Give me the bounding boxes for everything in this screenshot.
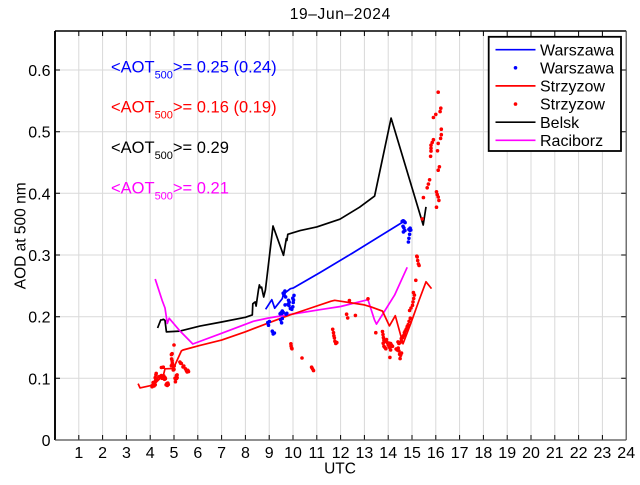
svg-text:20: 20 <box>522 445 540 462</box>
svg-text:8: 8 <box>241 445 250 462</box>
svg-text:15: 15 <box>403 445 421 462</box>
svg-text:1: 1 <box>74 445 83 462</box>
svg-text:<AOT500>= 0.29: <AOT500>= 0.29 <box>111 139 229 162</box>
svg-text:5: 5 <box>170 445 179 462</box>
svg-text:19: 19 <box>498 445 516 462</box>
svg-text:9: 9 <box>265 445 274 462</box>
svg-text:11: 11 <box>308 445 325 462</box>
svg-text:7: 7 <box>217 445 226 462</box>
svg-text:<AOT500>= 0.21: <AOT500>= 0.21 <box>111 180 229 203</box>
svg-text:<AOT500>= 0.25 (0.24): <AOT500>= 0.25 (0.24) <box>111 59 277 82</box>
svg-text:Warszawa: Warszawa <box>540 42 614 59</box>
svg-text:19–Jun–2024: 19–Jun–2024 <box>290 6 391 23</box>
svg-text:22: 22 <box>570 445 588 462</box>
svg-text:3: 3 <box>122 445 131 462</box>
svg-text:10: 10 <box>284 445 302 462</box>
svg-text:13: 13 <box>356 445 374 462</box>
svg-text:Warszawa: Warszawa <box>540 60 614 77</box>
svg-text:0.6: 0.6 <box>28 63 50 80</box>
svg-text:Strzyzow: Strzyzow <box>540 79 605 96</box>
svg-text:24: 24 <box>617 445 635 462</box>
svg-text:14: 14 <box>379 445 397 462</box>
svg-text:0.5: 0.5 <box>28 125 50 142</box>
svg-text:16: 16 <box>427 445 445 462</box>
svg-text:4: 4 <box>146 445 155 462</box>
svg-text:Strzyzow: Strzyzow <box>540 97 605 114</box>
svg-text:0.4: 0.4 <box>28 186 50 203</box>
svg-text:21: 21 <box>546 445 564 462</box>
svg-text:Belsk: Belsk <box>540 115 580 132</box>
svg-text:0: 0 <box>42 433 51 450</box>
svg-text:23: 23 <box>594 445 612 462</box>
svg-text:Raciborz: Raciborz <box>540 133 603 150</box>
svg-text:UTC: UTC <box>324 461 356 478</box>
svg-text:17: 17 <box>451 445 469 462</box>
svg-text:18: 18 <box>475 445 493 462</box>
svg-text:0.2: 0.2 <box>28 310 50 327</box>
svg-text:AOD at 500 nm: AOD at 500 nm <box>12 182 29 289</box>
svg-text:2: 2 <box>98 445 107 462</box>
svg-text:0.1: 0.1 <box>28 371 50 388</box>
svg-text:6: 6 <box>193 445 202 462</box>
svg-text:<AOT500>= 0.16 (0.19): <AOT500>= 0.16 (0.19) <box>111 99 277 122</box>
svg-text:0.3: 0.3 <box>28 248 50 265</box>
svg-text:12: 12 <box>332 445 350 462</box>
